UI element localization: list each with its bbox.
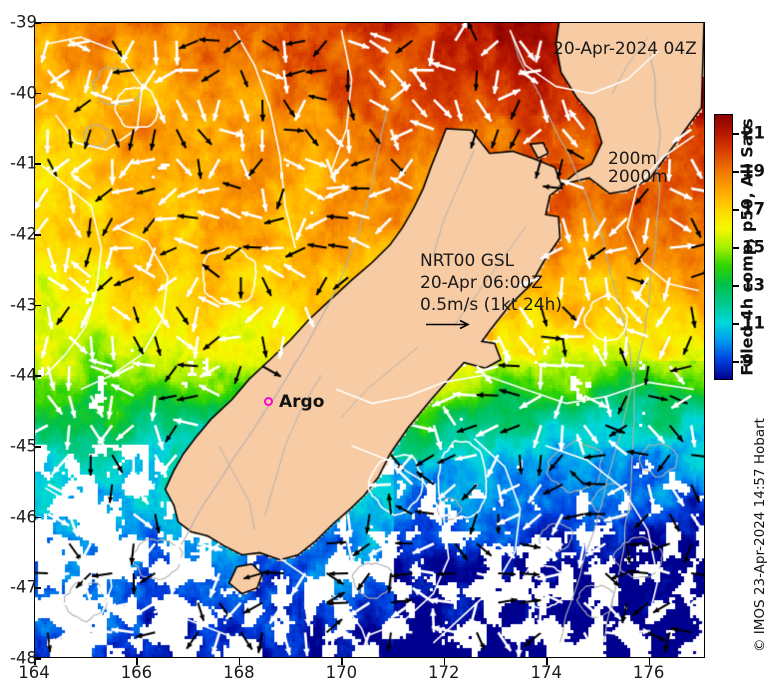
x-tick-label: 170 — [325, 663, 358, 682]
current-source-label: NRT00 GSL — [420, 251, 515, 271]
colorbar-tick — [733, 209, 739, 211]
y-tick-label: -41 — [10, 153, 37, 173]
y-tick — [34, 446, 41, 448]
bathy-label-200m: 200m — [608, 149, 658, 169]
y-tick-label: -39 — [10, 12, 37, 32]
x-tick — [34, 658, 36, 665]
current-time-label: 20-Apr 06:00Z — [420, 273, 543, 293]
y-tick — [34, 163, 41, 165]
credit-text: © IMOS 23-Apr-2024 14:57 Hobart — [752, 418, 768, 652]
colorbar-tick — [733, 133, 739, 135]
x-tick-label: 172 — [428, 663, 460, 682]
x-tick-label: 166 — [120, 663, 153, 682]
argo-float-label: Argo — [279, 392, 325, 412]
x-tick — [136, 658, 138, 665]
y-tick-label: -42 — [10, 224, 37, 244]
current-scale-label: 0.5m/s (1kt 24h) — [420, 295, 562, 315]
colorbar-gradient — [714, 114, 733, 380]
y-tick — [34, 375, 41, 377]
colorbar-tick — [733, 171, 739, 173]
y-tick-label: -47 — [10, 577, 37, 597]
colorbar-tick — [733, 285, 739, 287]
y-tick-label: -40 — [10, 83, 37, 103]
colorbar-tick-label: 15 — [742, 237, 765, 257]
colorbar-tick — [733, 323, 739, 325]
map-plot-area: 20-Apr-2024 04Z 200m 2000m NRT00 GSL 20-… — [34, 22, 705, 658]
argo-float-marker — [264, 397, 273, 406]
y-tick-label: -43 — [10, 295, 37, 315]
x-tick — [238, 658, 241, 665]
x-tick — [341, 658, 343, 665]
x-tick-label: 174 — [530, 663, 562, 682]
y-tick — [34, 516, 41, 519]
colorbar-tick-label: 11 — [742, 313, 765, 333]
current-scale-arrow-icon — [426, 319, 470, 330]
y-tick — [34, 234, 41, 236]
y-tick — [34, 22, 41, 24]
x-tick-label: 176 — [632, 663, 665, 682]
colorbar-tick-label: 21 — [742, 123, 765, 143]
y-tick — [34, 658, 41, 660]
x-tick-label: 168 — [223, 663, 255, 682]
y-tick-label: -48 — [10, 648, 37, 668]
y-tick — [34, 587, 41, 589]
x-tick — [546, 658, 548, 665]
timestamp-stamp: 20-Apr-2024 04Z — [553, 39, 697, 59]
colorbar-tick-label: 9 — [742, 351, 754, 371]
y-tick — [34, 304, 41, 307]
colorbar-tick — [733, 247, 739, 249]
x-tick-label: 164 — [18, 663, 50, 682]
colorbar-title: Filled 4h comp, p50, All Sats — [737, 118, 757, 376]
sst-heatmap-canvas — [35, 23, 704, 657]
y-tick-label: -44 — [10, 365, 37, 385]
bathy-label-2000m: 2000m — [608, 167, 668, 187]
y-tick — [34, 92, 41, 95]
y-tick-label: -45 — [10, 436, 37, 456]
x-tick — [443, 658, 446, 665]
y-tick-label: -46 — [10, 507, 37, 527]
colorbar-tick-label: 19 — [742, 161, 765, 181]
colorbar-tick — [733, 361, 739, 363]
colorbar-tick-label: 13 — [742, 275, 765, 295]
colorbar-tick-label: 17 — [742, 199, 765, 219]
x-tick — [648, 658, 651, 665]
